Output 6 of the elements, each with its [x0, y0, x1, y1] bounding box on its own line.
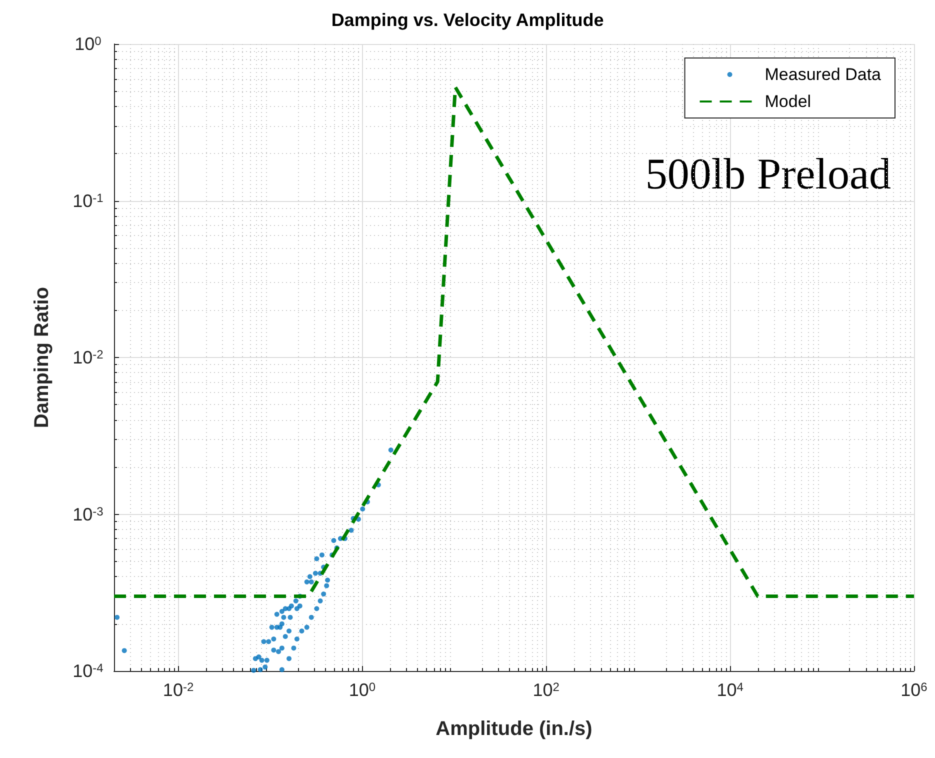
legend-label: Model	[764, 92, 812, 111]
legend-label: Measured Data	[764, 65, 882, 84]
y-axis-title: Damping Ratio	[31, 286, 53, 428]
chart-title: Damping vs. Velocity Amplitude	[331, 10, 604, 30]
annotation: 500lb Preload	[645, 150, 892, 198]
x-axis-title: Amplitude (in./s)	[436, 718, 592, 740]
